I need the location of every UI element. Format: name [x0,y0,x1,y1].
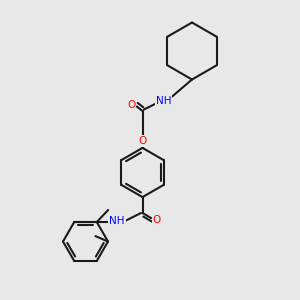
Text: NH: NH [109,216,125,226]
Text: O: O [152,214,161,225]
Text: O: O [127,100,136,110]
Text: O: O [138,136,147,146]
Text: NH: NH [156,95,171,106]
